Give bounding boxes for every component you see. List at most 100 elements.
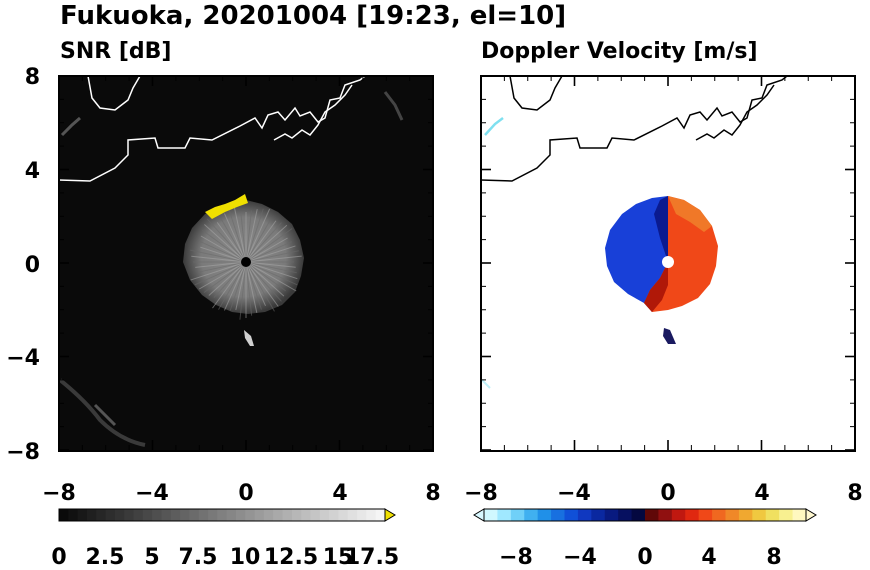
snr-colorbar-tick-labels: 0 2.5 5 7.5 10 12.5 15 17.5 xyxy=(51,545,399,570)
colorbar-tick-label: 5 xyxy=(144,545,159,570)
snr-radial-streak xyxy=(206,218,247,263)
snr-radial-streak xyxy=(239,261,247,320)
snr-colorbar-cell xyxy=(338,509,349,521)
snr-radial-streak xyxy=(245,255,302,263)
snr-radial-streak xyxy=(191,255,247,263)
colorbar-tick-label: 7.5 xyxy=(179,545,218,570)
snr-colorbar-cell xyxy=(96,509,107,521)
snr-radial-streak xyxy=(245,245,296,263)
snr-radial-streak xyxy=(245,261,296,268)
doppler-colorbar-cell xyxy=(510,509,525,521)
snr-radial-streak xyxy=(245,222,282,263)
snr-colorbar-cell xyxy=(124,509,135,521)
snr-coastline xyxy=(87,76,141,111)
x-tick-label: −8 xyxy=(464,481,498,506)
snr-radial-streak xyxy=(245,261,258,313)
snr-coastline xyxy=(273,84,353,141)
doppler-clutter-streak xyxy=(484,117,504,136)
doppler-colorbar-cell xyxy=(618,509,633,521)
y-tick-label: 4 xyxy=(25,159,40,184)
snr-colorbar-cell xyxy=(357,509,367,521)
doppler-colorbar-cell xyxy=(497,509,512,521)
snr-coastline xyxy=(59,76,366,182)
snr-radial-streak xyxy=(245,220,277,263)
snr-radial-streak xyxy=(245,241,292,263)
snr-radial-streak xyxy=(245,250,299,263)
x-tick-label: −4 xyxy=(135,481,169,506)
doppler-near-zero-positive xyxy=(644,262,668,312)
doppler-colorbar-cell xyxy=(484,509,498,521)
x-tick-label: 0 xyxy=(660,481,675,506)
snr-panel-title: SNR [dB] xyxy=(60,39,171,64)
doppler-plot-area xyxy=(481,76,788,389)
snr-radial-streak xyxy=(198,261,247,290)
snr-radial-streak xyxy=(190,249,247,263)
snr-colorbar-cell xyxy=(301,509,311,521)
doppler-colorbar-cell xyxy=(765,509,780,521)
snr-radial-streak xyxy=(245,224,288,263)
snr-radial-streak xyxy=(229,261,247,311)
snr-radial-streak xyxy=(220,217,247,263)
doppler-coastline xyxy=(695,84,775,141)
snr-colorbar-cell xyxy=(254,509,265,521)
snr-colorbar-cell xyxy=(366,509,377,521)
snr-clutter-streak xyxy=(383,91,404,121)
snr-colorbar-cell xyxy=(68,509,79,521)
snr-colorbar-cell xyxy=(208,509,218,521)
snr-radial-streak xyxy=(194,261,247,286)
colorbar-tick-label: 4 xyxy=(701,545,716,570)
snr-colorbar-cell xyxy=(375,509,386,521)
x-tick-label: 8 xyxy=(847,481,862,506)
snr-colorbar-cell xyxy=(189,509,200,521)
snr-radial-streak xyxy=(195,261,247,268)
snr-radial-streak xyxy=(245,219,271,263)
x-tick-label: 4 xyxy=(332,481,347,506)
snr-radial-streak xyxy=(240,214,247,263)
snr-colorbar-extend-max xyxy=(384,508,396,522)
snr-panel: SNR [dB] 8 4 0 −4 −8 xyxy=(6,39,440,570)
colorbar-tick-label: −8 xyxy=(499,545,533,570)
doppler-colorbar-extend-min xyxy=(473,508,485,522)
doppler-colorbar-cell xyxy=(631,509,646,521)
doppler-colorbar-cell xyxy=(725,509,740,521)
doppler-echo-tail xyxy=(663,328,676,344)
snr-radial-streak xyxy=(245,261,286,292)
snr-radial-streak xyxy=(235,261,247,311)
x-tick-label: −4 xyxy=(557,481,591,506)
snr-radial-streak xyxy=(245,261,253,316)
snr-radial-streak xyxy=(216,222,247,263)
snr-colorbar-cell xyxy=(291,509,302,521)
snr-colorbar-cell xyxy=(273,509,284,521)
colorbar-tick-label: −4 xyxy=(563,545,597,570)
doppler-colorbar-cell xyxy=(738,509,753,521)
snr-radial-streak xyxy=(197,261,247,273)
snr-colorbar-cell xyxy=(105,509,116,521)
snr-radial-streak xyxy=(245,261,298,286)
doppler-panel: Doppler Velocity [m/s] −8 −4 0 4 8 xyxy=(464,39,863,570)
doppler-colorbar-cell xyxy=(551,509,565,521)
doppler-colorbar xyxy=(484,509,807,521)
doppler-colorbar-cell xyxy=(537,509,552,521)
doppler-colorbar-cell xyxy=(712,509,726,521)
snr-radial-streak xyxy=(200,235,247,263)
colorbar-tick-label: 17.5 xyxy=(345,545,399,570)
doppler-colorbar-cell xyxy=(604,509,619,521)
snr-radial-streak xyxy=(245,261,262,310)
snr-radial-streak xyxy=(245,208,264,263)
snr-radial-streak xyxy=(218,261,247,310)
x-tick-label: 8 xyxy=(425,481,440,506)
doppler-colorbar-extend-max xyxy=(805,508,817,522)
snr-radial-streak xyxy=(245,261,297,274)
doppler-coastline xyxy=(509,76,563,111)
snr-colorbar-cell xyxy=(263,509,274,521)
snr-colorbar-cell xyxy=(77,509,88,521)
doppler-colorbar-cell xyxy=(524,509,539,521)
colorbar-tick-label: 10 xyxy=(230,545,261,570)
snr-colorbar-cell xyxy=(198,509,209,521)
figure-title: Fukuoka, 20201004 [19:23, el=10] xyxy=(60,1,566,31)
snr-colorbar-cell xyxy=(180,509,190,521)
snr-x-tick-labels: −8 −4 0 4 8 xyxy=(42,481,441,506)
snr-radial-streak xyxy=(245,261,298,280)
snr-clutter-streak xyxy=(60,116,81,137)
y-tick-label: 0 xyxy=(25,253,40,278)
